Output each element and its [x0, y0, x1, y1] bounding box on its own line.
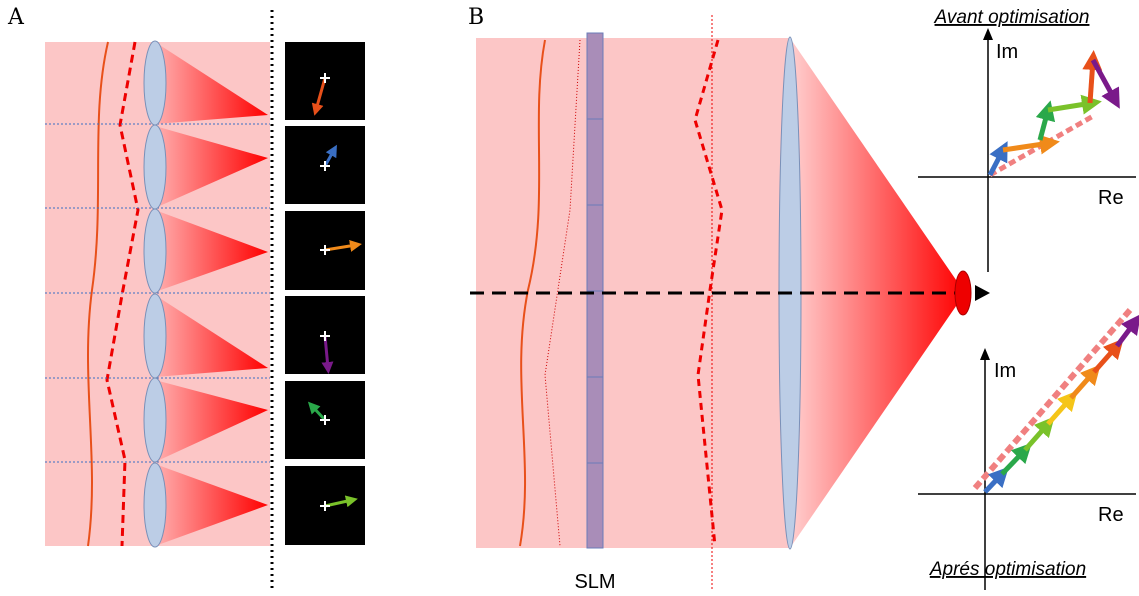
page: A B	[0, 0, 1139, 596]
diagram: A B	[0, 0, 1139, 596]
panel-label: B	[468, 5, 484, 30]
y-axis-label: Im	[996, 41, 1018, 63]
panel-b: SLM	[470, 15, 990, 593]
plot-before: Avant optimisation Im Re	[918, 7, 1136, 272]
x-axis-label: Re	[1098, 504, 1124, 526]
slm-label: SLM	[574, 571, 615, 593]
panel-a	[45, 10, 365, 590]
y-axis-label: Im	[994, 360, 1016, 382]
x-axis-label: Re	[1098, 187, 1124, 209]
panel-label: A	[7, 5, 25, 30]
plot-title: Aprés optimisation	[929, 559, 1086, 580]
plot-title: Avant optimisation	[934, 7, 1090, 28]
plot-after: Im Re Aprés optimisation	[918, 310, 1136, 590]
